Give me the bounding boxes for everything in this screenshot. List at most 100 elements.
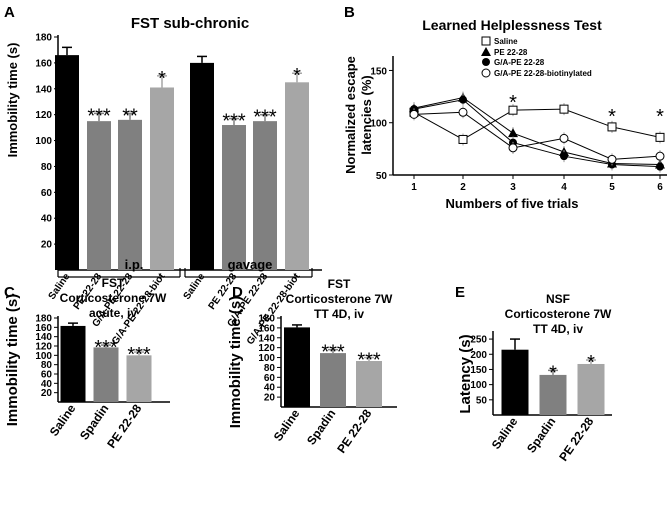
y-tick-label-c-100: 100 [35,351,52,362]
y-tick-label-d-100: 100 [258,353,275,364]
y-tick-label-e-50: 50 [476,395,488,406]
y-tick-label-c-160: 160 [35,323,52,334]
y-tick-label-c-40: 40 [41,379,53,390]
bar-d-1 [284,327,310,407]
chart-title-d-line-1: FST [328,277,351,291]
bar-e-2 [539,374,567,415]
x-tick-label-b-1: 1 [411,182,417,193]
significance-a-2: *** [87,105,111,127]
y-tick-label-e-150: 150 [470,365,487,376]
y-tick-label-c-180: 180 [35,314,52,325]
y-axis-label-e: Latency (s) [457,334,474,413]
legend-label-2: PE 22-28 [494,48,528,57]
data-point-4-5 [607,154,617,164]
panel-label-c: C [4,284,15,301]
y-tick-label-d-180: 180 [258,314,275,325]
bar-c-2 [93,347,119,402]
y-tick-label-b-50: 50 [376,171,388,182]
y-tick-label-c-60: 60 [41,370,53,381]
data-point-1-6 [655,132,665,142]
data-point-1-4 [559,104,569,114]
x-axis-label-b: Numbers of five trials [446,196,579,211]
y-tick-label-a-120: 120 [35,110,52,121]
data-point-1-2 [458,134,468,144]
data-point-2-3 [508,128,518,138]
significance-e-2: * [549,362,557,384]
y-tick-label-c-140: 140 [35,332,52,343]
significance-a-4: * [158,68,166,90]
panel-b-chart: Learned Helplessness Test 50 100 150 1 2 3 4 5 6 N… [343,17,667,211]
chart-title-c-line-3: acute, iv [89,306,137,320]
bar-c-1 [60,325,86,402]
x-tick-label-b-5: 5 [609,182,615,193]
significance-a-6: *** [222,111,246,133]
y-tick-label-a-60: 60 [41,188,53,199]
legend-marker-2 [481,47,491,56]
significance-b-1: * [509,92,517,114]
y-axis-label-b-line-1: Normalized escape [343,56,358,174]
category-label-d-1: Saline [271,406,303,443]
category-label-e-2: Spadin [524,415,558,456]
data-point-4-4 [559,133,569,143]
chart-title-c-line-1: FST [102,276,125,290]
category-label-c-2: Spadin [77,402,111,443]
y-tick-label-b-100: 100 [370,119,387,130]
chart-title-a: FST sub-chronic [131,15,249,32]
legend-marker-3 [482,58,490,66]
bar-e-1 [501,349,529,415]
significance-b-3: * [656,106,664,128]
y-tick-label-d-20: 20 [264,393,276,404]
significance-a-7: *** [253,107,277,129]
bar-a-1 [55,55,79,270]
series-line-2 [413,97,661,166]
legend-marker-1 [481,36,491,46]
data-point-3-6 [656,162,664,171]
y-axis-label-b-line-2: latencies (%) [359,75,374,154]
panel-label-b: B [344,4,355,21]
significance-a-8: * [293,65,301,87]
x-tick-label-b-2: 2 [460,182,466,193]
series-line-4 [413,111,661,160]
bar-a-2 [87,121,111,270]
series-line-3 [413,99,661,168]
y-tick-label-a-180: 180 [35,33,52,44]
category-label-c-1: Saline [47,401,79,438]
group-label-1: i.p. [125,257,144,272]
y-tick-label-e-250: 250 [470,335,487,346]
significance-b-2: * [608,106,616,128]
x-tick-label-b-4: 4 [561,182,567,193]
category-label-d-3: PE 22-28 [334,406,374,455]
legend-label-1: Saline [494,37,518,46]
series-line-1 [413,108,661,141]
bar-a-4 [150,87,174,270]
category-label-c-3: PE 22-28 [104,401,144,450]
chart-title-e-line-1: NSF [546,292,570,306]
x-tick-label-b-6: 6 [657,182,663,193]
bar-a-7 [253,121,277,270]
data-point-1-3 [508,105,518,115]
panel-label-a: A [4,4,15,21]
y-tick-label-d-60: 60 [264,373,276,384]
bar-d-2 [320,353,346,407]
bar-a-5 [190,62,214,271]
y-axis-label-a: Immobility time (s) [5,43,20,158]
data-point-3-2 [459,95,467,104]
y-tick-label-c-120: 120 [35,342,52,353]
data-point-3-4 [560,152,568,161]
significance-d-2: *** [321,342,345,364]
significance-d-3: *** [357,350,381,372]
chart-title-e-line-2: Corticosterone 7W [505,307,612,321]
y-tick-label-a-40: 40 [41,214,53,225]
bar-a-3 [118,119,142,270]
chart-title-d-line-3: TT 4D, iv [314,307,364,321]
significance-c-2: *** [94,337,118,359]
panel-label-d: D [232,284,243,301]
y-tick-label-d-140: 140 [258,333,275,344]
legend-label-3: G/A-PE 22-28 [494,58,545,67]
y-tick-label-b-150: 150 [370,66,387,77]
y-tick-label-d-120: 120 [258,343,275,354]
y-tick-label-a-100: 100 [35,136,52,147]
x-tick-label-b-3: 3 [510,182,516,193]
